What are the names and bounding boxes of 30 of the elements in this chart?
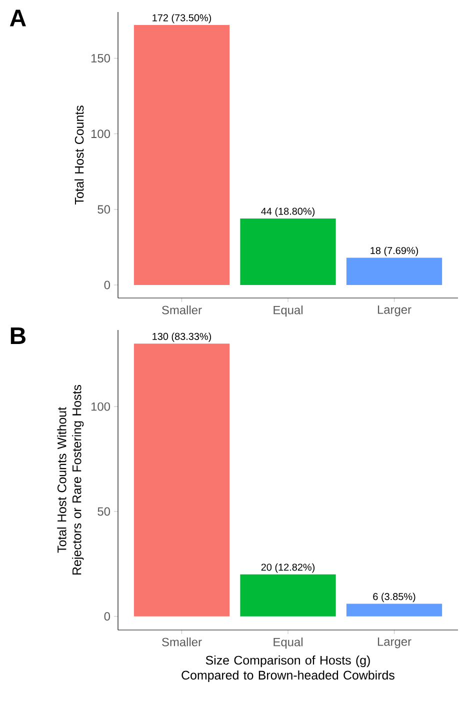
data-label: 44 (18.80%): [261, 208, 315, 217]
data-label: 172 (73.50%): [152, 14, 212, 24]
bar: [240, 574, 336, 616]
x-tick-label: Larger: [378, 306, 412, 316]
bar: [346, 604, 442, 616]
bar: [346, 258, 442, 285]
x-tick-label: Equal: [274, 638, 302, 649]
y-tick-label: 100: [91, 130, 110, 138]
data-label: 6 (3.85%): [373, 592, 416, 602]
y-tick-label: 150: [91, 54, 110, 62]
x-tick-label: Smaller: [162, 306, 202, 314]
text: B: [10, 328, 26, 344]
bar: [134, 344, 230, 616]
x-tick-label: Larger: [378, 638, 412, 648]
data-label: 130 (83.33%): [152, 332, 212, 342]
bar: [134, 24, 230, 285]
data-label: 20 (12.82%): [261, 563, 315, 573]
y-axis-title: Total Host Counts: [74, 106, 84, 205]
x-tick-label: Smaller: [162, 638, 202, 646]
bar: [240, 218, 336, 285]
x-tick-label: Equal: [274, 306, 302, 317]
y-axis-title: Total Host Counts Without Rejectors or Rare Fostering Hosts: [57, 384, 84, 574]
y-tick-label: 0: [104, 612, 110, 621]
y-tick-label: 100: [91, 402, 110, 411]
y-tick-label: 50: [98, 507, 110, 516]
x-axis-title: Size Comparison of Hosts (g) Compared to Brown-headed Cowbirds: [182, 655, 394, 682]
y-tick-label: 0: [104, 280, 110, 290]
y-tick-label: 50: [98, 205, 110, 214]
text: A: [10, 10, 26, 26]
data-label: 18 (7.69%): [370, 246, 418, 256]
